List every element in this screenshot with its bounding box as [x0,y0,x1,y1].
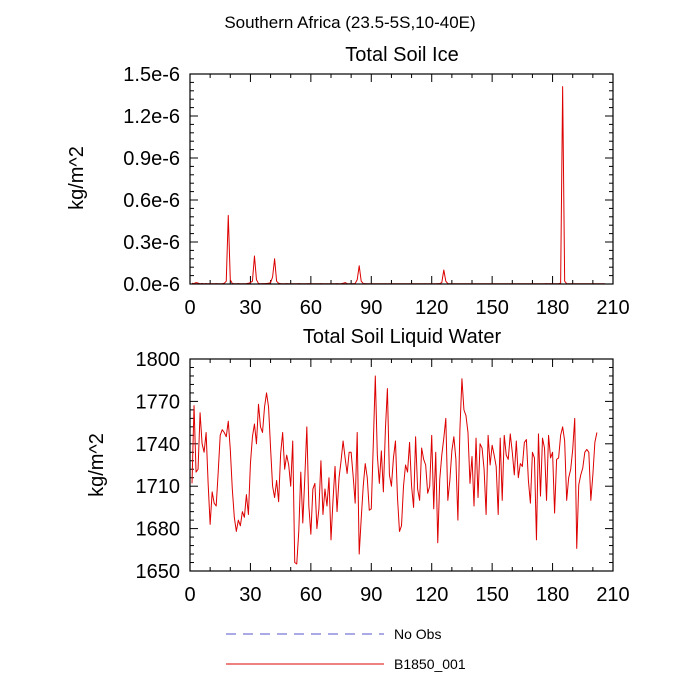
x-tick-label: 180 [536,584,569,606]
y-axis-label: kg/m^2 [66,146,88,210]
legend: No Obs B1850_001 [226,626,466,672]
x-tick-label: 90 [360,584,382,606]
y-tick-label: 1770 [136,391,181,413]
y-tick-label: 1.2e-6 [123,106,180,128]
panel-total-soil-ice: Total Soil Ice kg/m^2 0 30 60 90 120 150 180 21… [66,44,630,319]
x-tick-label: 30 [239,297,261,319]
x-tick-label: 120 [415,297,448,319]
y-tick-label: 1800 [136,349,181,371]
figure-title: Southern Africa (23.5-5S,10-40E) [224,13,475,32]
x-tick-label: 30 [239,584,261,606]
y-tick-label: 1680 [136,519,181,541]
y-tick-label: 1710 [136,476,181,498]
x-tick-label: 0 [184,584,195,606]
x-tick-label: 120 [415,584,448,606]
plot-frame [189,358,614,572]
x-tick-label: 60 [300,584,322,606]
x-tick-label: 150 [475,297,508,319]
y-tick-label: 1650 [136,561,181,583]
series-line-b1850-001 [191,86,605,285]
y-tick-label: 1.5e-6 [123,64,180,86]
x-tick-label: 210 [596,297,629,319]
panel-title: Total Soil Liquid Water [303,326,502,348]
x-tick-label: 60 [300,297,322,319]
y-tick-label: 0.9e-6 [123,148,180,170]
y-tick-label: 0.3e-6 [123,232,180,254]
y-tick-label: 1740 [136,434,181,456]
x-tick-label: 210 [596,584,629,606]
x-tick-label: 0 [184,297,195,319]
plot-frame [189,73,614,285]
y-tick-label: 0.6e-6 [123,190,180,212]
legend-label-no-obs: No Obs [394,626,441,642]
panel-total-soil-liquid-water: Total Soil Liquid Water kg/m^2 0 30 60 90 12… [86,326,630,606]
series-line-b1850-001 [191,375,598,565]
legend-label-b1850-001: B1850_001 [394,656,466,672]
panel-title: Total Soil Ice [345,44,458,66]
x-tick-label: 180 [536,297,569,319]
y-tick-label: 0.0e-6 [123,274,180,296]
x-tick-label: 150 [475,584,508,606]
x-tick-label: 90 [360,297,382,319]
y-axis-label: kg/m^2 [86,433,108,497]
